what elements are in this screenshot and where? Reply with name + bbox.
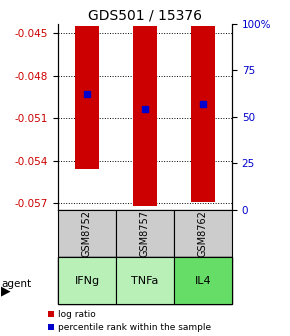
Bar bbox=[133, 26, 157, 206]
Text: TNFa: TNFa bbox=[131, 276, 159, 286]
Bar bbox=[58, 257, 116, 304]
Legend: log ratio, percentile rank within the sample: log ratio, percentile rank within the sa… bbox=[48, 310, 211, 332]
Text: GSM8757: GSM8757 bbox=[140, 210, 150, 257]
Text: agent: agent bbox=[1, 279, 32, 289]
Bar bbox=[174, 210, 232, 257]
Text: IFNg: IFNg bbox=[75, 276, 99, 286]
Text: GSM8762: GSM8762 bbox=[198, 210, 208, 257]
Text: ▶: ▶ bbox=[1, 284, 11, 297]
Bar bbox=[75, 26, 99, 169]
Bar bbox=[58, 210, 116, 257]
Bar bbox=[116, 257, 174, 304]
Bar bbox=[116, 210, 174, 257]
Text: IL4: IL4 bbox=[195, 276, 211, 286]
Bar bbox=[174, 257, 232, 304]
Title: GDS501 / 15376: GDS501 / 15376 bbox=[88, 8, 202, 23]
Bar bbox=[191, 26, 215, 202]
Text: GSM8752: GSM8752 bbox=[82, 210, 92, 257]
